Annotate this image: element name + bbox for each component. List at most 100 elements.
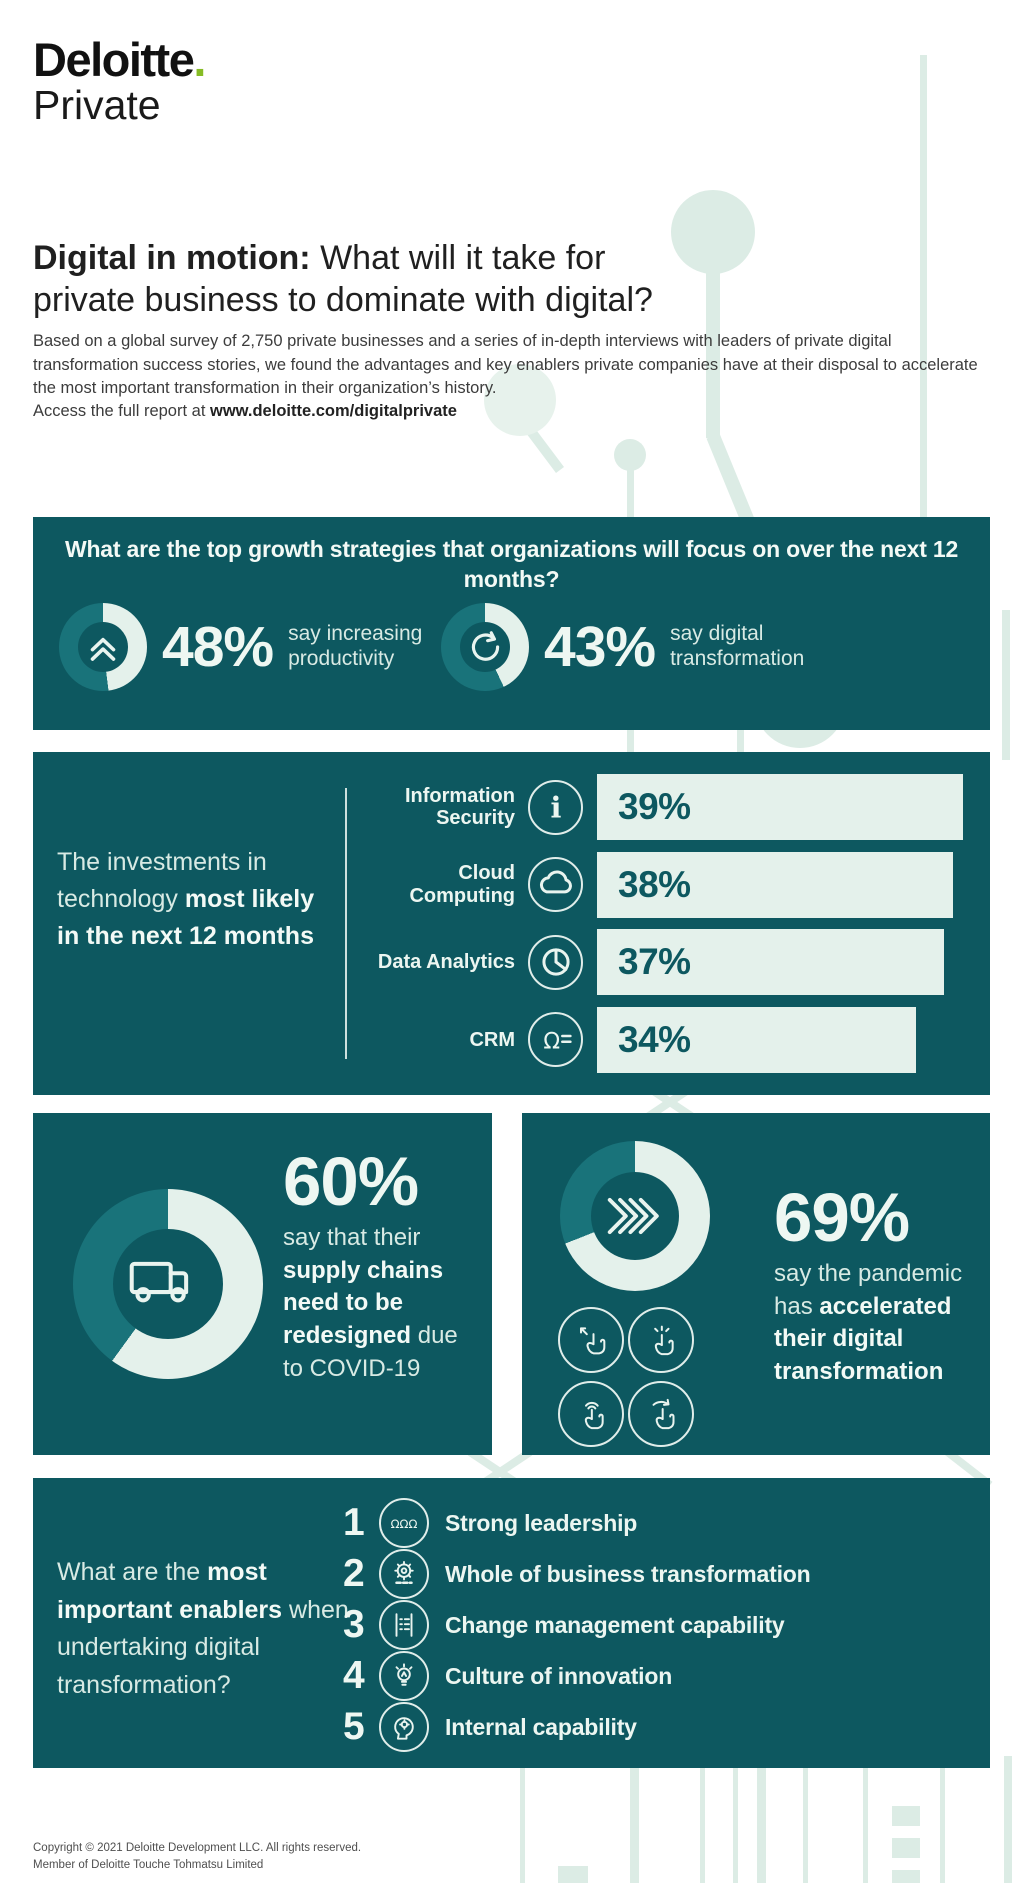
chevrons-up-icon <box>59 603 147 691</box>
bar-value: 34% <box>618 1018 691 1060</box>
pandemic-acceleration-box: 69% say the pandemic has accelerated the… <box>522 1113 990 1455</box>
bar-track: 38% <box>597 851 966 918</box>
vertical-divider <box>345 788 347 1059</box>
rank-number: 3 <box>343 1603 365 1646</box>
question-regular: What are the <box>57 1558 208 1586</box>
enabler-item-strong-leadership: 1 ΩΩΩ Strong leadership <box>343 1498 810 1548</box>
chevrons-right-icon <box>560 1141 710 1291</box>
tech-investments-box: The investments in technology most likel… <box>33 752 990 1095</box>
stat-value: 43% <box>544 615 656 679</box>
team-icon: ΩΩΩ <box>379 1498 429 1548</box>
bar-37: 37% <box>597 929 944 996</box>
logo-green-dot: . <box>193 33 206 86</box>
gear-icon <box>379 1549 429 1599</box>
lead-bold: most likely in the next 12 months <box>57 884 315 950</box>
enabler-label: Whole of business transformation <box>445 1560 811 1587</box>
truck-icon <box>73 1189 263 1379</box>
enabler-label: Culture of innovation <box>445 1662 673 1689</box>
enabler-label: Strong leadership <box>445 1509 638 1536</box>
invest-row-information-security: Information Security i 39% <box>367 774 966 840</box>
bar-34: 34% <box>597 1006 916 1073</box>
enablers-box: What are the most important enablers whe… <box>33 1478 990 1768</box>
list-icon <box>379 1600 429 1650</box>
enabler-item-culture-innovation: 4 Culture of innovation <box>343 1651 810 1701</box>
enablers-list: 1 ΩΩΩ Strong leadership 2 <box>343 1498 811 1752</box>
intro-paragraph: Based on a global survey of 2,750 privat… <box>33 332 978 398</box>
svg-text:ΩΩΩ: ΩΩΩ <box>391 1517 418 1531</box>
stat-value: 60% <box>283 1143 419 1220</box>
caption-regular: say that their <box>283 1224 421 1251</box>
rank-number: 5 <box>343 1705 365 1748</box>
report-url-link[interactable]: www.deloitte.com/digitalprivate <box>210 402 457 420</box>
question-bold: most important enablers <box>57 1558 283 1624</box>
stat-caption: say digital transformation <box>670 622 805 670</box>
press-icon <box>558 1381 624 1447</box>
stat-caption: say increasing productivity <box>288 622 423 670</box>
stat-value: 48% <box>162 615 274 679</box>
touch-icons-grid <box>558 1307 694 1447</box>
enabler-item-business-transformation: 2 Whole of business transformation <box>343 1549 811 1599</box>
swipe-rotate-icon <box>628 1381 694 1447</box>
cycle-icon <box>441 603 529 691</box>
caption-regular: say the pandemic has <box>774 1260 963 1320</box>
page-title: Digital in motion: What will it take for… <box>33 238 713 322</box>
tap-arrows-icon <box>558 1307 624 1373</box>
bar-38: 38% <box>597 851 954 918</box>
bar-track: 34% <box>597 1006 966 1073</box>
enabler-item-change-management: 3 Change management capability <box>343 1600 810 1650</box>
caption-bold: accelerated their digital transformation <box>774 1292 952 1385</box>
donut-43 <box>441 603 529 691</box>
rank-number: 4 <box>343 1654 365 1697</box>
stat-digital-transformation: 43% say digital transformation <box>441 603 828 691</box>
lightbulb-icon <box>379 1651 429 1701</box>
bar-track: 37% <box>597 929 966 996</box>
tap-click-icon <box>628 1307 694 1373</box>
invest-rows: Information Security i 39% Cloud Computi… <box>367 774 966 1073</box>
member-line: Member of Deloitte Touche Tohmatsu Limit… <box>33 1858 264 1871</box>
stat-increasing-productivity: 48% say increasing productivity <box>59 603 446 691</box>
donut-48 <box>59 603 147 691</box>
pie-chart-icon <box>528 934 583 990</box>
growth-box-heading: What are the top growth strategies that … <box>64 536 959 592</box>
svg-text:i: i <box>550 790 561 824</box>
access-prefix: Access the full report at <box>33 402 210 420</box>
head-gear-icon <box>379 1702 429 1752</box>
row-label: CRM <box>469 1028 515 1051</box>
enabler-label: Change management capability <box>445 1611 785 1638</box>
bar-track: 39% <box>597 774 966 840</box>
caption-bold: supply chains need to be redesigned <box>283 1256 444 1349</box>
lead-regular: The investments in technology <box>57 848 267 913</box>
copyright-footer: Copyright © 2021 Deloitte Development LL… <box>33 1840 361 1873</box>
cloud-icon <box>528 857 583 913</box>
supply-chain-box: 60% say that their supply chains need to… <box>33 1113 492 1455</box>
bar-value: 39% <box>618 786 691 827</box>
logo-sub-text: Private <box>33 82 161 128</box>
copyright-line: Copyright © 2021 Deloitte Development LL… <box>33 1842 362 1854</box>
svg-text:Ω: Ω <box>543 1030 560 1055</box>
row-label: Cloud Computing <box>409 862 515 907</box>
donut-69 <box>560 1141 710 1291</box>
crm-contact-icon: Ω <box>528 1012 583 1068</box>
stat-value: 69% <box>774 1179 910 1256</box>
bar-39: 39% <box>597 774 963 840</box>
logo-wordmark: Deloitte. <box>33 33 206 86</box>
pandemic-box-text: 69% say the pandemic has accelerated the… <box>774 1183 974 1389</box>
title-bold-part: Digital in motion: <box>33 239 311 277</box>
supply-box-text: 60% say that their supply chains need to… <box>283 1147 475 1385</box>
enabler-item-internal-capability: 5 Internal capability <box>343 1702 810 1752</box>
growth-strategies-box: What are the top growth strategies that … <box>33 517 990 730</box>
invest-row-crm: CRM Ω 34% <box>367 1006 966 1073</box>
invest-row-cloud-computing: Cloud Computing 38% <box>367 851 966 918</box>
info-icon: i <box>528 779 583 835</box>
question-regular: when undertaking digital transformation? <box>57 1595 349 1699</box>
stat-caption: say the pandemic has accelerated their d… <box>774 1258 974 1389</box>
bar-value: 38% <box>618 863 691 905</box>
invest-box-lead: The investments in technology most likel… <box>57 844 325 954</box>
enablers-question: What are the most important enablers whe… <box>57 1554 357 1704</box>
row-label: Information Security <box>405 784 515 829</box>
logo-brand-text: Deloitte <box>33 33 195 86</box>
invest-row-data-analytics: Data Analytics 37% <box>367 929 966 996</box>
bar-value: 37% <box>618 941 691 983</box>
title-regular-part: What will it take for private business t… <box>33 239 653 319</box>
